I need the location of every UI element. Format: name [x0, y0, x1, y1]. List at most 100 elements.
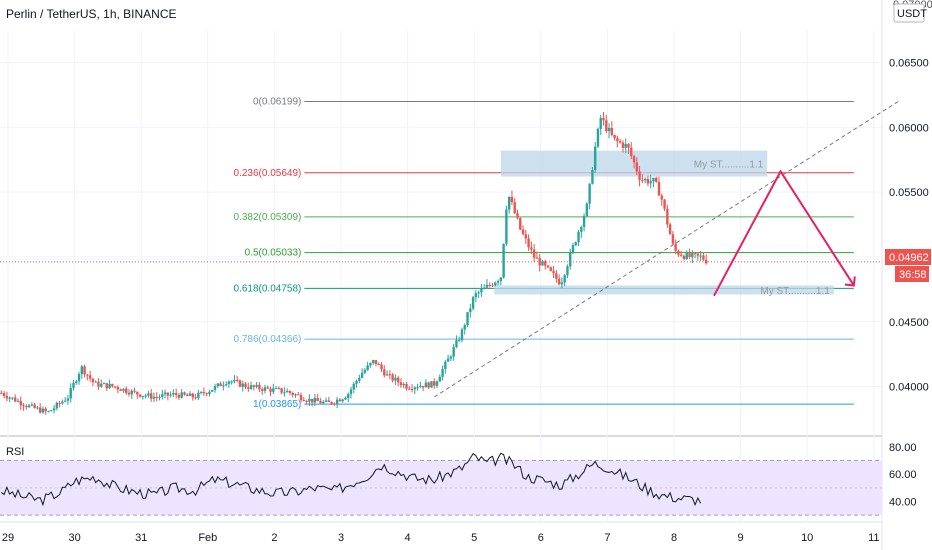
candle-body	[632, 156, 636, 163]
dashed-trendline	[433, 99, 901, 398]
candle-body	[494, 282, 497, 286]
candle-body	[108, 383, 111, 389]
fib-level-label: 0.5(0.05033)	[245, 248, 302, 259]
candle-body	[169, 394, 172, 396]
candle-body	[416, 387, 419, 389]
candle-body	[474, 293, 478, 298]
candle-body	[488, 285, 491, 287]
candle-body	[119, 389, 122, 391]
candle-body	[349, 389, 353, 395]
candle-body	[577, 231, 580, 243]
candle-body	[469, 308, 472, 313]
candle-body	[2, 393, 6, 397]
candle-body	[513, 202, 516, 214]
candle-body	[122, 388, 125, 391]
candle-body	[83, 366, 86, 375]
candle-body	[557, 278, 561, 285]
candle-body	[380, 364, 383, 370]
candle-body	[144, 395, 147, 397]
candle-body	[149, 393, 153, 399]
candle-body	[44, 408, 47, 412]
candle-body	[141, 395, 145, 397]
candle-body	[183, 392, 186, 395]
candle-body	[427, 382, 430, 388]
candle-body	[419, 386, 422, 388]
candle-body	[546, 265, 550, 268]
x-tick-label: 3	[338, 532, 344, 544]
candle-body	[369, 362, 372, 366]
candle-body	[616, 138, 619, 142]
candle-body	[113, 386, 117, 388]
x-tick-label: 11	[868, 532, 879, 544]
candle-body	[14, 397, 17, 402]
candle-body	[58, 402, 61, 404]
candle-body	[172, 393, 175, 395]
candle-body	[80, 366, 84, 374]
triangle-arrowhead	[844, 276, 856, 287]
candle-body	[199, 391, 203, 393]
candle-body	[352, 383, 355, 390]
candle-body	[685, 253, 688, 260]
candle-body	[285, 391, 289, 393]
x-tick-label: 10	[801, 532, 813, 544]
x-tick-label: 7	[604, 532, 610, 544]
triangle-drawing[interactable]	[713, 169, 856, 297]
grid	[0, 0, 883, 550]
candle-body	[138, 394, 142, 397]
candle-body	[524, 234, 528, 239]
candle-body	[485, 285, 489, 288]
candle-body	[657, 181, 661, 196]
candle-body	[613, 134, 616, 139]
candle-body	[280, 388, 283, 393]
candle-body	[344, 398, 347, 400]
candle-body	[38, 407, 42, 413]
candle-body	[161, 394, 164, 397]
candle-body	[77, 373, 81, 382]
candle-body	[391, 374, 394, 381]
candle-body	[433, 381, 436, 386]
candle-body	[510, 196, 514, 203]
candle-body	[294, 394, 297, 396]
candle-body	[147, 393, 150, 396]
candle-body	[621, 142, 625, 148]
candle-body	[50, 410, 53, 412]
currency-box[interactable]	[893, 3, 925, 23]
candle-body	[363, 369, 367, 373]
candle-body	[388, 374, 392, 376]
candle-body	[566, 266, 569, 276]
candle-body	[435, 381, 439, 386]
candle-body	[338, 399, 342, 402]
candle-body	[430, 381, 433, 388]
fib-level-label: 1(0.03865)	[253, 399, 301, 410]
candle-body	[222, 385, 225, 387]
y-tick-label: 0.04000	[889, 382, 929, 394]
candle-body	[75, 381, 78, 384]
candle-body	[330, 401, 333, 404]
candle-body	[677, 250, 680, 255]
candle-body	[202, 391, 206, 394]
fibonacci-retracement[interactable]: 0(0.06199) 0.236(0.05649) 0.382(0.05309) 0.…	[234, 96, 854, 410]
candle-body	[660, 195, 663, 200]
candle-body	[5, 396, 9, 399]
candle-body	[374, 360, 378, 365]
candle-body	[549, 267, 552, 271]
candle-body	[66, 398, 70, 401]
candle-body	[563, 275, 566, 283]
candle-body	[355, 380, 358, 384]
candle-body	[496, 281, 500, 283]
candle-body	[696, 253, 700, 256]
candle-body	[591, 169, 594, 184]
candle-body	[560, 282, 564, 285]
candle-body	[460, 329, 464, 341]
candle-body	[163, 392, 167, 395]
candle-body	[333, 403, 336, 405]
candle-body	[402, 384, 405, 386]
price-badge	[885, 249, 931, 265]
candle-body	[691, 253, 694, 258]
candle-body	[405, 384, 408, 389]
trendline[interactable]	[433, 99, 901, 398]
candle-body	[582, 215, 586, 227]
candle-body	[191, 393, 195, 398]
candle-body	[72, 383, 75, 388]
